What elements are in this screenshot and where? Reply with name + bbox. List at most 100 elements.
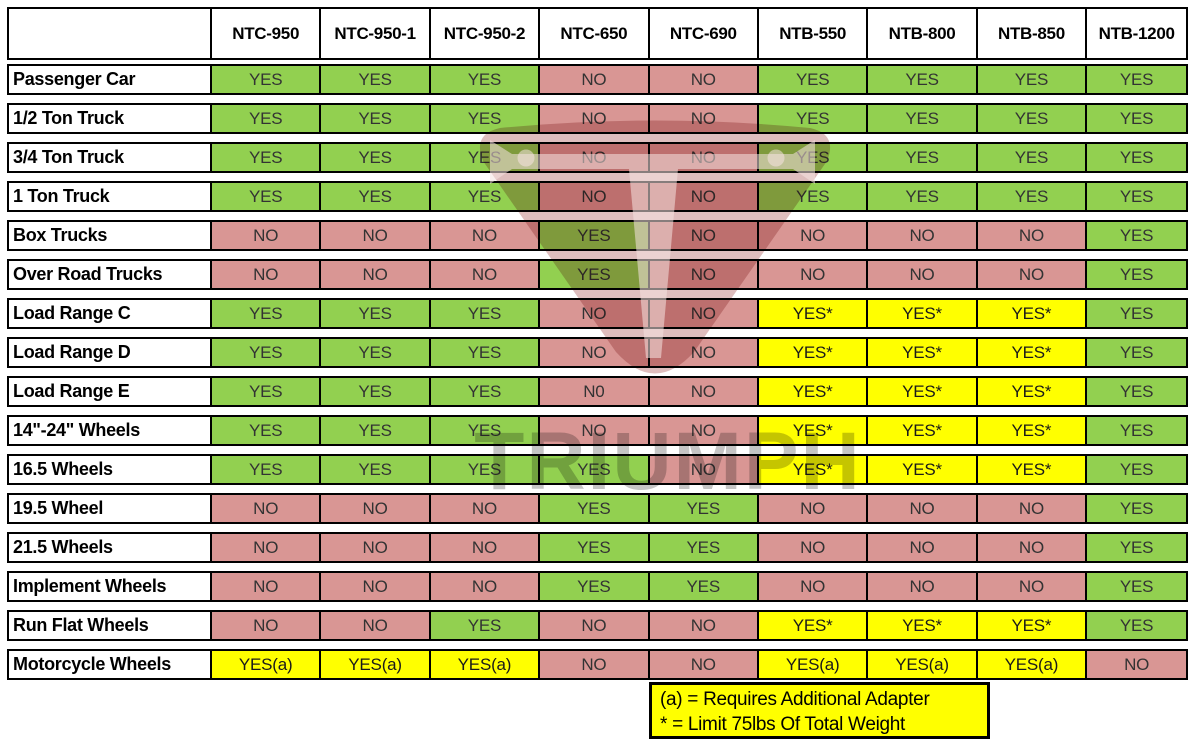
table-cell: YES*	[866, 298, 976, 329]
row-label: 21.5 Wheels	[7, 532, 210, 563]
table-cell: NO	[975, 571, 1086, 602]
column-header: NTC-650	[538, 7, 648, 60]
table-cell: NO	[647, 259, 757, 290]
table-cell: YES	[647, 532, 757, 563]
table-cell: YES(a)	[210, 649, 320, 680]
column-header: NTC-690	[647, 7, 757, 60]
table-cell: YES	[319, 415, 429, 446]
table-cell: NO	[319, 571, 429, 602]
table-cell: NO	[866, 532, 976, 563]
table-cell: YES	[210, 454, 320, 485]
table-row: Implement Wheels NO NO NO YES YES NO NO NO YES	[7, 571, 1189, 602]
column-header: NTB-1200	[1085, 7, 1189, 60]
table-cell: YES	[538, 532, 648, 563]
table-cell: NO	[756, 571, 867, 602]
table-cell: YES	[756, 181, 867, 212]
row-label: 19.5 Wheel	[7, 493, 210, 524]
table-row: Box Trucks NO NO NO YES NO NO NO NO YES	[7, 220, 1189, 251]
row-label: 3/4 Ton Truck	[7, 142, 210, 173]
table-cell: NO	[538, 142, 648, 173]
table-row: 1 Ton Truck YES YES YES NO NO YES YES YES YES	[7, 181, 1189, 212]
table-cell: YES	[210, 64, 320, 95]
table-cell: YES(a)	[866, 649, 976, 680]
table-cell: NO	[975, 259, 1086, 290]
table-cell: YES	[319, 103, 429, 134]
table-cell: YES	[538, 220, 648, 251]
table-cell: YES*	[975, 376, 1086, 407]
table-cell: YES	[975, 64, 1086, 95]
table-cell: NO	[428, 493, 539, 524]
table-cell: YES	[210, 376, 320, 407]
row-gap	[7, 212, 1188, 220]
table-cell: YES	[319, 142, 429, 173]
table-cell: YES*	[756, 415, 867, 446]
column-header: NTB-850	[975, 7, 1086, 60]
table-cell: YES	[428, 415, 539, 446]
row-gap	[7, 563, 1188, 571]
table-cell: YES	[1085, 571, 1189, 602]
column-header: NTC-950-2	[428, 7, 539, 60]
table-cell: NO	[647, 64, 757, 95]
table-cell: YES	[975, 142, 1086, 173]
table-cell: NO	[210, 220, 320, 251]
table-cell: YES	[210, 142, 320, 173]
table-cell: NO	[538, 337, 648, 368]
table-cell: YES	[319, 376, 429, 407]
table-cell: YES	[1085, 454, 1189, 485]
table-cell: NO	[866, 259, 976, 290]
table-cell: NO	[210, 259, 320, 290]
table-cell: YES	[866, 64, 976, 95]
column-header: NTC-950	[210, 7, 320, 60]
row-gap	[7, 407, 1188, 415]
row-label: Over Road Trucks	[7, 259, 210, 290]
table-cell: YES	[319, 64, 429, 95]
table-cell: NO	[756, 259, 867, 290]
table-cell: YES*	[975, 415, 1086, 446]
table-cell: NO	[647, 610, 757, 641]
table-cell: YES	[1085, 415, 1189, 446]
table-cell: NO	[319, 259, 429, 290]
table-row: Load Range D YES YES YES NO NO YES* YES* YES* YES	[7, 337, 1189, 368]
table-cell: YES	[866, 181, 976, 212]
table-cell: YES	[428, 376, 539, 407]
table-row: Load Range C YES YES YES NO NO YES* YES* YES* YES	[7, 298, 1189, 329]
table-cell: NO	[319, 532, 429, 563]
table-row: 16.5 Wheels YES YES YES YES NO YES* YES* YES* YES	[7, 454, 1189, 485]
header-row: NTC-950 NTC-950-1 NTC-950-2 NTC-650 NTC-690 N…	[7, 7, 1189, 60]
table-cell: YES	[210, 298, 320, 329]
table-cell: YES	[210, 415, 320, 446]
table-cell: NO	[975, 493, 1086, 524]
table-cell: YES	[428, 142, 539, 173]
table-cell: NO	[538, 64, 648, 95]
table-cell: YES(a)	[428, 649, 539, 680]
table-cell: NO	[647, 454, 757, 485]
table-cell: NO	[647, 415, 757, 446]
table-cell: YES	[756, 64, 867, 95]
table-cell: YES	[1085, 220, 1189, 251]
table-cell: YES	[538, 454, 648, 485]
table-cell: YES	[647, 493, 757, 524]
table-cell: YES(a)	[975, 649, 1086, 680]
table-cell: NO	[1085, 649, 1189, 680]
table-row: Run Flat Wheels NO NO YES NO NO YES* YES* YES* YE…	[7, 610, 1189, 641]
table-cell: NO	[538, 649, 648, 680]
table-cell: YES*	[975, 298, 1086, 329]
table-cell: YES	[866, 103, 976, 134]
table-cell: NO	[866, 220, 976, 251]
column-header: NTC-950-1	[319, 7, 429, 60]
table-cell: YES	[319, 337, 429, 368]
table-cell: NO	[756, 493, 867, 524]
table-cell: NO	[647, 298, 757, 329]
column-header: NTB-800	[866, 7, 976, 60]
table-cell: YES	[866, 142, 976, 173]
table-cell: YES	[756, 142, 867, 173]
table-cell: NO	[428, 532, 539, 563]
table-cell: YES	[1085, 103, 1189, 134]
table-cell: NO	[210, 610, 320, 641]
table-cell: YES	[1085, 64, 1189, 95]
row-gap	[7, 134, 1188, 142]
table-cell: YES(a)	[319, 649, 429, 680]
table-cell: NO	[975, 532, 1086, 563]
table-cell: YES*	[866, 610, 976, 641]
